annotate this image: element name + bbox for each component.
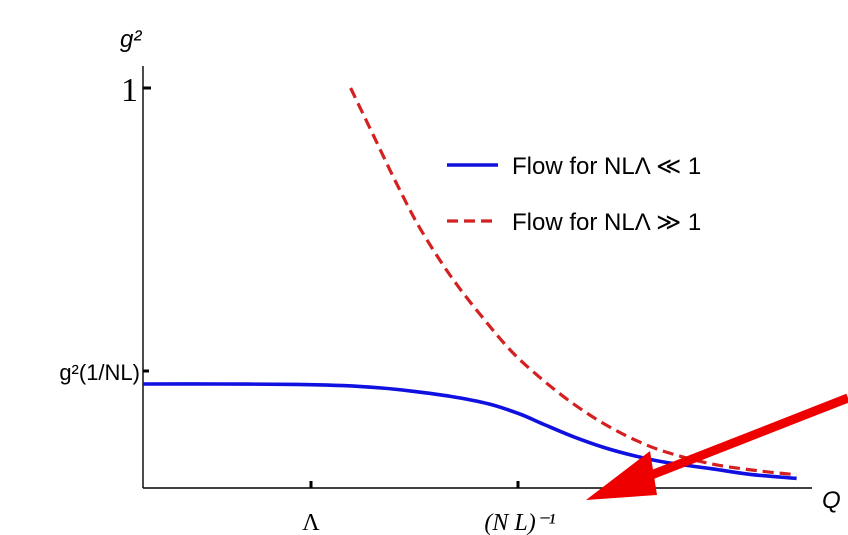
x-axis-label: Q (822, 487, 841, 514)
legend-label-nl-lambda-ll-1: Flow for NLΛ ≪ 1 (512, 153, 701, 180)
x-tick-label-lambda: Λ (302, 510, 320, 535)
series-line-nl-lambda-gg-1 (349, 87, 797, 477)
arrow-head-icon (586, 451, 657, 500)
arrow-shaft (634, 393, 848, 486)
legend-label-nl-lambda-gg-1: Flow for NLΛ ≫ 1 (512, 209, 701, 236)
annotation-arrow (586, 393, 848, 500)
legend: Flow for NLΛ ≪ 1 Flow for NLΛ ≫ 1 (447, 153, 701, 236)
series-line-nl-lambda-ll-1 (142, 382, 797, 481)
y-axis-label: g² (120, 26, 142, 53)
x-tick-label-nl-inverse: (N L)⁻¹ (484, 510, 555, 535)
y-tick-label-one: 1 (121, 72, 138, 109)
y-tick-label-g2-nl: g²(1/NL) (59, 360, 140, 385)
